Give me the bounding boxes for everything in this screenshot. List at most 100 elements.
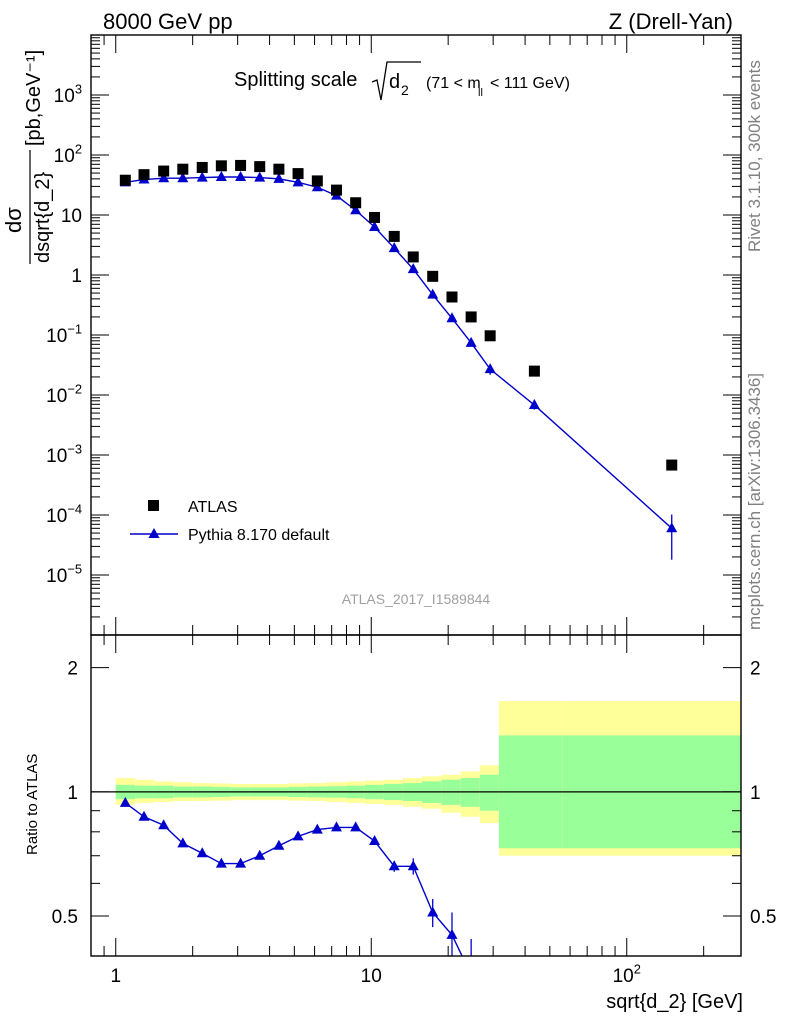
data-point-pythia xyxy=(407,263,419,274)
main-plot-frame xyxy=(90,34,742,636)
main-y-tick-label: 10−3 xyxy=(46,441,82,467)
ratio-point-pythia xyxy=(350,821,362,832)
legend-label-pythia: Pythia 8.170 default xyxy=(188,527,330,544)
ratio-line-pythia xyxy=(124,802,463,956)
ratio-point-pythia xyxy=(235,857,247,868)
ratio-y-tick-label: 0.5 xyxy=(52,907,78,928)
ratio-point-pythia xyxy=(215,857,227,868)
y-label-unit: [pb,GeV⁻¹] xyxy=(23,50,45,146)
data-point-pythia xyxy=(235,170,247,181)
data-point-atlas xyxy=(119,174,131,186)
ratio-point-pythia xyxy=(138,810,150,821)
data-point-atlas xyxy=(528,365,540,377)
main-y-tick-label: 10−2 xyxy=(46,381,82,407)
main-y-tick-label: 10−1 xyxy=(46,321,82,347)
data-point-atlas xyxy=(388,230,400,242)
legend-marker-atlas xyxy=(148,500,159,511)
data-point-pythia xyxy=(177,172,189,183)
title-cut-sub: ll xyxy=(478,87,483,99)
uncertainty-band-inner xyxy=(479,774,499,811)
data-point-pythia xyxy=(446,312,458,323)
data-point-atlas xyxy=(311,175,323,187)
data-point-atlas xyxy=(369,211,381,223)
data-point-atlas xyxy=(292,168,304,180)
ratio-y-tick-label: 1 xyxy=(67,783,78,804)
rivet-version-label: Rivet 3.1.10, 300k events xyxy=(745,60,764,252)
ratio-y-tick-label: 2 xyxy=(67,659,78,680)
ratio-point-pythia xyxy=(292,830,304,841)
main-y-tick-label: 103 xyxy=(54,81,82,107)
main-y-tick-label: 10 xyxy=(61,206,82,227)
ratio-point-pythia xyxy=(388,860,400,871)
legend: ATLAS Pythia 8.170 default xyxy=(130,499,330,544)
legend-marker-pythia xyxy=(148,528,160,538)
data-point-atlas xyxy=(446,291,458,303)
data-point-atlas xyxy=(196,161,208,173)
ratio-plot-frame xyxy=(90,634,742,957)
ratio-point-pythia xyxy=(330,821,342,832)
data-point-pythia xyxy=(158,172,170,183)
header-right: Z (Drell-Yan) xyxy=(609,9,733,34)
ratio-point-pythia xyxy=(311,823,323,834)
main-panel: 10−5 10−4 10−3 10−2 10−1 1 10 102 103 Splitting … xyxy=(1,34,742,636)
ratio-point-pythia xyxy=(446,928,458,939)
title-cut-post: < 111 GeV) xyxy=(490,75,570,92)
data-point-pythia xyxy=(465,336,477,347)
data-point-pythia xyxy=(292,176,304,187)
x-axis-label: sqrt{d_2} [GeV] xyxy=(606,991,743,1013)
data-point-pythia xyxy=(196,171,208,182)
data-point-atlas xyxy=(138,169,150,181)
header-left: 8000 GeV pp xyxy=(103,9,233,34)
legend-label-atlas: ATLAS xyxy=(188,499,238,516)
ratio-point-pythia xyxy=(196,847,208,858)
y-label-denominator: dsqrt{d_2} xyxy=(32,171,54,263)
data-point-atlas xyxy=(666,459,678,471)
title-var: d xyxy=(389,71,400,93)
ratio-point-pythia xyxy=(273,839,285,850)
data-point-atlas xyxy=(215,160,227,172)
ratio-plot-area xyxy=(91,701,741,979)
ratio-point-pythia xyxy=(466,969,477,979)
data-point-atlas xyxy=(407,251,419,263)
series-line-pythia xyxy=(125,176,673,529)
data-point-atlas xyxy=(330,184,342,196)
data-point-atlas xyxy=(177,163,189,175)
y-label-numerator: dσ xyxy=(1,207,26,233)
ratio-y-tick-label-right: 1 xyxy=(750,783,761,804)
ratio-y-axis-label: Ratio to ATLAS xyxy=(24,754,41,855)
ratio-point-pythia xyxy=(369,835,381,846)
ratio-point-pythia xyxy=(177,837,189,848)
data-point-pythia xyxy=(350,204,362,215)
title-main: Splitting scale xyxy=(234,69,357,91)
plot-title: Splitting scale d 2 (71 < m ll < 111 GeV… xyxy=(234,61,570,101)
main-y-axis-label: dσ dsqrt{d_2} [pb,GeV⁻¹] xyxy=(1,50,54,264)
data-point-atlas xyxy=(427,270,439,282)
main-y-tick-label: 10−5 xyxy=(46,561,82,587)
main-y-tick-label: 1 xyxy=(71,266,82,287)
source-label: mcplots.cern.ch [arXiv:1306.3436] xyxy=(745,373,764,630)
ratio-point-pythia xyxy=(119,796,131,807)
data-point-atlas xyxy=(273,163,285,175)
data-point-atlas xyxy=(235,159,247,171)
x-tick-label: 102 xyxy=(613,961,641,987)
ratio-point-pythia xyxy=(254,849,266,860)
data-point-pythia xyxy=(666,522,678,533)
ratio-y-tick-label-right: 2 xyxy=(750,659,761,680)
x-tick-label: 1 xyxy=(110,966,121,987)
ratio-point-pythia xyxy=(407,860,419,871)
data-point-pythia xyxy=(484,363,496,374)
data-point-pythia xyxy=(369,221,381,232)
ratio-point-pythia xyxy=(427,906,439,917)
data-point-pythia xyxy=(273,172,285,183)
data-point-pythia xyxy=(388,242,400,253)
data-point-atlas xyxy=(254,161,266,173)
main-y-tick-label: 102 xyxy=(54,141,82,167)
data-point-pythia xyxy=(254,171,266,182)
data-point-atlas xyxy=(465,311,477,323)
data-point-atlas xyxy=(484,330,496,342)
sqrt-sign-icon xyxy=(371,61,421,101)
analysis-watermark: ATLAS_2017_I1589844 xyxy=(342,591,491,607)
title-var-sub: 2 xyxy=(401,82,409,98)
data-point-pythia xyxy=(427,288,439,299)
